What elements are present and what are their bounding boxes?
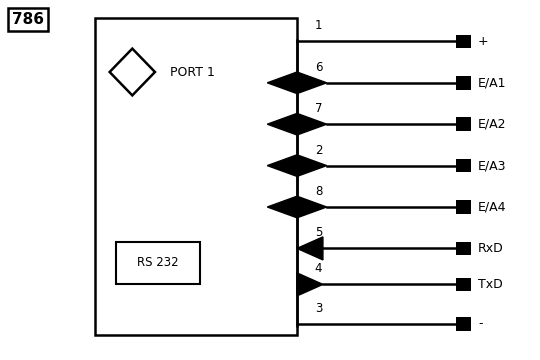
Bar [456,76,471,90]
Text: 7: 7 [315,102,322,115]
Polygon shape [267,113,327,135]
Text: PORT 1: PORT 1 [170,66,215,78]
Text: 786: 786 [12,12,44,27]
Bar [456,35,471,48]
Bar [456,242,471,255]
Text: 6: 6 [315,61,322,74]
Text: E/A1: E/A1 [478,76,507,89]
Polygon shape [297,273,323,296]
Text: 2: 2 [315,144,322,157]
Polygon shape [297,237,323,260]
Text: +: + [478,35,489,48]
Polygon shape [267,72,327,94]
Polygon shape [267,196,327,218]
Text: RS 232: RS 232 [137,256,179,269]
Bar [456,317,471,331]
Text: TxD: TxD [478,278,503,291]
Bar [116,242,200,284]
Bar [94,18,297,335]
Bar [456,200,471,214]
Bar [456,117,471,131]
Text: 3: 3 [315,302,322,315]
Text: E/A2: E/A2 [478,118,507,131]
Text: 1: 1 [315,19,322,32]
Bar [456,159,471,172]
Bar [456,278,471,291]
Text: E/A3: E/A3 [478,159,507,172]
Text: -: - [478,318,482,330]
Polygon shape [267,155,327,176]
Text: 5: 5 [315,226,322,239]
Text: 8: 8 [315,185,322,198]
Text: RxD: RxD [478,242,504,255]
Text: E/A4: E/A4 [478,201,507,213]
Text: 4: 4 [315,262,322,275]
